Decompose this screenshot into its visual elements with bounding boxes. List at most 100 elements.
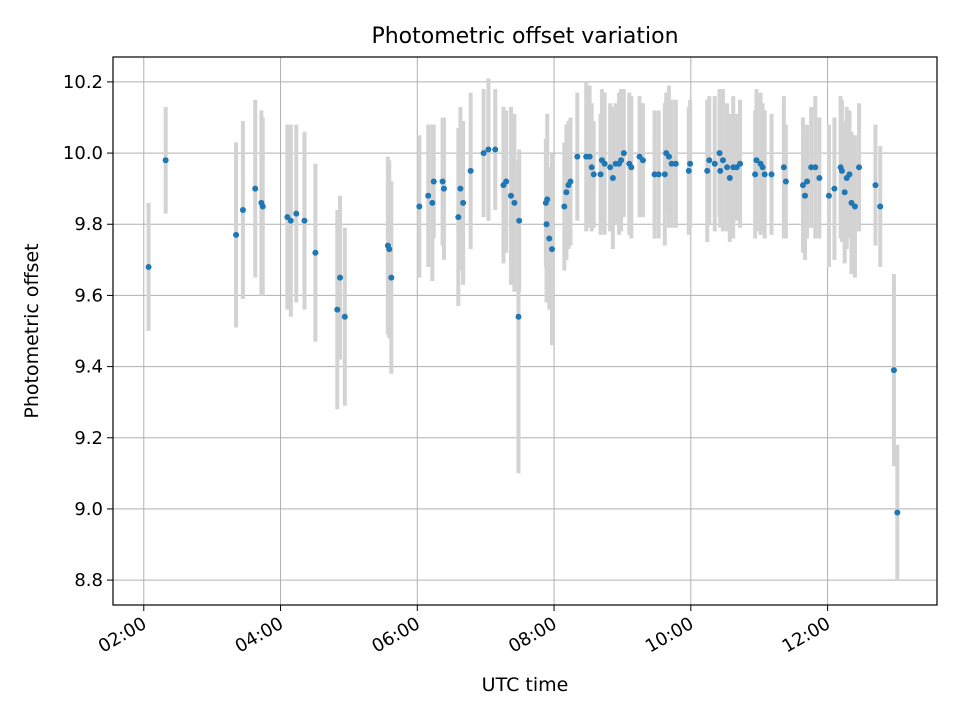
data-point bbox=[586, 153, 593, 160]
data-point bbox=[341, 313, 348, 320]
data-point bbox=[668, 160, 675, 167]
data-point bbox=[607, 164, 614, 171]
data-point bbox=[287, 217, 294, 224]
data-point bbox=[429, 199, 436, 206]
data-point bbox=[597, 171, 604, 178]
data-point bbox=[768, 171, 775, 178]
data-point bbox=[455, 214, 462, 221]
data-point bbox=[825, 192, 832, 199]
data-point bbox=[567, 178, 574, 185]
data-point bbox=[334, 306, 341, 313]
data-point bbox=[706, 157, 713, 164]
data-point bbox=[386, 246, 393, 253]
y-tick-label: 9.8 bbox=[74, 214, 103, 235]
data-point bbox=[618, 157, 625, 164]
data-point bbox=[549, 246, 556, 253]
y-tick-label: 10.2 bbox=[63, 72, 103, 93]
data-point bbox=[716, 150, 723, 157]
data-point bbox=[856, 164, 863, 171]
data-point bbox=[639, 157, 646, 164]
data-point bbox=[485, 146, 492, 153]
data-point bbox=[752, 171, 759, 178]
data-point bbox=[312, 249, 319, 256]
data-point bbox=[574, 153, 581, 160]
data-point bbox=[687, 160, 694, 167]
data-point bbox=[737, 160, 744, 167]
data-point bbox=[665, 153, 672, 160]
y-ticks: 8.8 9.0 9.2 9.4 9.6 9.8 10.0 10.2 bbox=[63, 72, 113, 591]
data-point bbox=[337, 274, 344, 281]
data-point bbox=[457, 185, 464, 192]
data-point bbox=[301, 217, 308, 224]
data-point bbox=[543, 221, 550, 228]
x-tick-label: 02:00 bbox=[95, 613, 150, 657]
data-point bbox=[563, 189, 570, 196]
data-point bbox=[515, 313, 522, 320]
data-point bbox=[293, 210, 300, 217]
data-point bbox=[388, 274, 395, 281]
y-tick-label: 8.8 bbox=[74, 570, 103, 591]
data-point bbox=[590, 171, 597, 178]
x-tick-label: 04:00 bbox=[232, 613, 287, 657]
data-point bbox=[651, 171, 658, 178]
data-point bbox=[661, 171, 668, 178]
data-point bbox=[233, 231, 240, 238]
data-point bbox=[546, 235, 553, 242]
data-point bbox=[719, 157, 726, 164]
chart-title: Photometric offset variation bbox=[371, 24, 678, 49]
data-point bbox=[425, 192, 432, 199]
data-point bbox=[759, 164, 766, 171]
data-point bbox=[890, 367, 897, 374]
data-point bbox=[761, 171, 768, 178]
data-point bbox=[704, 167, 711, 174]
y-tick-label: 9.4 bbox=[74, 357, 103, 378]
data-points bbox=[145, 146, 901, 516]
data-point bbox=[851, 203, 858, 210]
x-tick-label: 12:00 bbox=[779, 613, 834, 657]
data-point bbox=[620, 150, 627, 157]
data-point bbox=[259, 203, 266, 210]
data-point bbox=[812, 164, 819, 171]
data-point bbox=[162, 157, 169, 164]
data-point bbox=[655, 171, 662, 178]
data-point bbox=[799, 182, 806, 189]
data-point bbox=[416, 203, 423, 210]
x-tick-label: 06:00 bbox=[368, 613, 423, 657]
x-ticks: 02:00 04:00 06:00 08:00 10:00 12:00 bbox=[95, 605, 834, 657]
data-point bbox=[492, 146, 499, 153]
data-point bbox=[872, 182, 879, 189]
data-point bbox=[609, 174, 616, 181]
plot-frame bbox=[112, 56, 938, 606]
data-point bbox=[430, 178, 437, 185]
data-point bbox=[507, 192, 514, 199]
data-point bbox=[841, 189, 848, 196]
error-bars bbox=[146, 78, 900, 581]
data-point bbox=[467, 167, 474, 174]
data-point bbox=[724, 164, 731, 171]
data-point bbox=[460, 199, 467, 206]
x-tick-label: 08:00 bbox=[505, 613, 560, 657]
data-point bbox=[808, 164, 815, 171]
data-point bbox=[503, 178, 510, 185]
data-point bbox=[439, 178, 446, 185]
data-point bbox=[877, 203, 884, 210]
data-point bbox=[516, 217, 523, 224]
y-tick-label: 9.2 bbox=[74, 428, 103, 449]
data-point bbox=[846, 171, 853, 178]
data-point bbox=[838, 167, 845, 174]
data-point bbox=[726, 174, 733, 181]
data-point bbox=[544, 196, 551, 203]
data-point bbox=[588, 164, 595, 171]
data-point bbox=[480, 150, 487, 157]
y-tick-label: 9.6 bbox=[74, 285, 103, 306]
data-point bbox=[816, 174, 823, 181]
data-point bbox=[601, 160, 608, 167]
x-axis-label: UTC time bbox=[482, 674, 569, 696]
x-tick-label: 10:00 bbox=[642, 613, 697, 657]
data-point bbox=[685, 167, 692, 174]
data-point bbox=[831, 185, 838, 192]
data-point bbox=[561, 203, 568, 210]
data-point bbox=[145, 263, 152, 270]
data-point bbox=[511, 199, 518, 206]
